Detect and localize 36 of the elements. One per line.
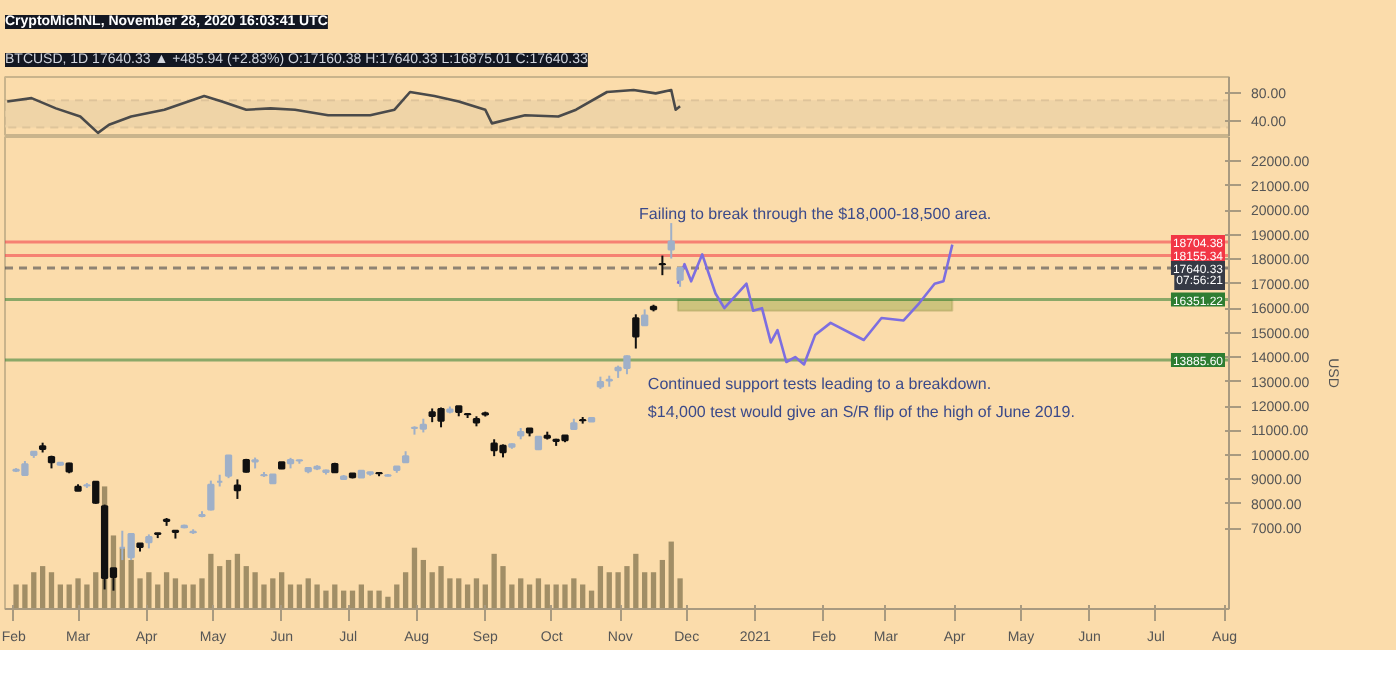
bar <box>642 572 648 609</box>
candlestick <box>676 267 684 288</box>
bar <box>464 584 471 609</box>
line-series <box>676 243 954 366</box>
bar <box>411 547 418 609</box>
annotation: $14,000 test would give an S/R flip of the high of June 2019. <box>647 402 1075 421</box>
candlestick <box>437 406 445 429</box>
candlestick <box>92 480 100 505</box>
bar <box>296 584 303 609</box>
bar <box>402 572 409 609</box>
bar <box>172 578 179 609</box>
candlestick <box>658 254 667 277</box>
bar <box>650 572 657 609</box>
bar <box>580 584 586 609</box>
bar <box>163 572 170 609</box>
bar <box>57 584 63 609</box>
candlestick <box>667 222 675 260</box>
bar <box>358 584 365 609</box>
bar <box>535 578 542 609</box>
bar <box>420 559 426 609</box>
bar <box>225 559 232 609</box>
bar <box>234 553 241 609</box>
bar <box>473 578 480 609</box>
candlestick <box>224 453 233 480</box>
bar <box>287 584 294 609</box>
line-series <box>5 88 682 135</box>
candlestick <box>207 479 215 512</box>
candlestick <box>632 313 640 350</box>
bar <box>48 572 55 609</box>
bar <box>526 584 533 609</box>
bar <box>659 559 666 609</box>
bar <box>39 566 46 609</box>
annotation: Continued support tests leading to a breakdown. <box>647 374 992 393</box>
candlestick <box>233 478 242 500</box>
annotation: Failing to break through the $18,000-18,500 area. <box>638 205 992 224</box>
bar <box>597 566 604 609</box>
